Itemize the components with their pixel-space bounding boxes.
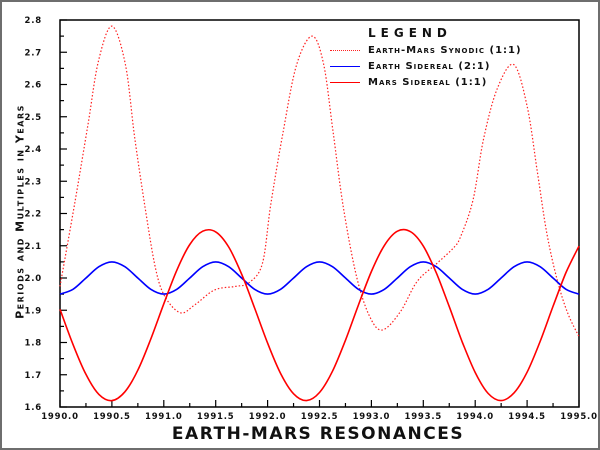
earth-sidereal-line <box>59 261 580 295</box>
mars-sidereal-line <box>59 228 580 402</box>
legend-title: LEGEND <box>368 26 452 40</box>
x-tick-label: 1991.0 <box>145 412 183 422</box>
y-tick-label: 2.2 <box>25 210 42 220</box>
x-tick-label: 1992.0 <box>249 412 287 422</box>
synodic-line <box>59 25 580 337</box>
legend-label: Mars Sidereal (1:1) <box>368 76 488 88</box>
y-tick-label: 2.4 <box>25 145 42 155</box>
legend-swatch-mars <box>330 81 360 83</box>
y-tick-label: 2.1 <box>25 242 42 252</box>
y-tick-label: 2.3 <box>25 177 42 187</box>
legend-item-earth: Earth Sidereal (2:1) <box>330 59 490 73</box>
y-tick-label: 1.9 <box>25 306 42 316</box>
x-tick-label: 1991.5 <box>197 412 235 422</box>
x-axis-title: EARTH-MARS RESONANCES <box>171 424 465 444</box>
x-tick-label: 1993.0 <box>353 412 391 422</box>
x-tick-label: 1990.5 <box>93 412 131 422</box>
y-tick-label: 1.6 <box>25 403 42 413</box>
x-tick-label: 1995.0 <box>560 412 598 422</box>
legend-label: Earth-Mars Synodic (1:1) <box>368 44 522 56</box>
y-tick-label: 1.8 <box>25 339 42 349</box>
x-tick-label: 1994.5 <box>508 412 546 422</box>
y-tick-label: 1.7 <box>25 371 42 381</box>
y-tick-label: 2.0 <box>25 274 42 284</box>
legend-label: Earth Sidereal (2:1) <box>368 60 491 72</box>
tick-labels: 1.6 1.7 1.8 1.9 2.0 2.1 2.2 2.3 2.4 2.5 2.6 2.7 2.8 1… <box>25 16 598 422</box>
y-tick-label: 2.7 <box>25 48 42 58</box>
legend-item-synodic: Earth-Mars Synodic (1:1) <box>330 43 522 57</box>
legend-swatch-synodic <box>330 49 360 51</box>
y-axis-title: Periods and Multiples in Years <box>13 104 27 319</box>
x-tick-label: 1992.5 <box>301 412 339 422</box>
y-tick-label: 2.6 <box>25 81 42 91</box>
y-tick-label: 2.5 <box>25 113 42 123</box>
axes <box>59 19 580 408</box>
y-tick-label: 2.8 <box>25 16 42 26</box>
series-lines <box>59 25 580 402</box>
x-tick-label: 1993.5 <box>404 412 442 422</box>
x-tick-label: 1994.0 <box>456 412 494 422</box>
legend-item-mars: Mars Sidereal (1:1) <box>330 75 487 89</box>
x-tick-label: 1990.0 <box>41 412 79 422</box>
legend-swatch-earth <box>330 65 360 67</box>
